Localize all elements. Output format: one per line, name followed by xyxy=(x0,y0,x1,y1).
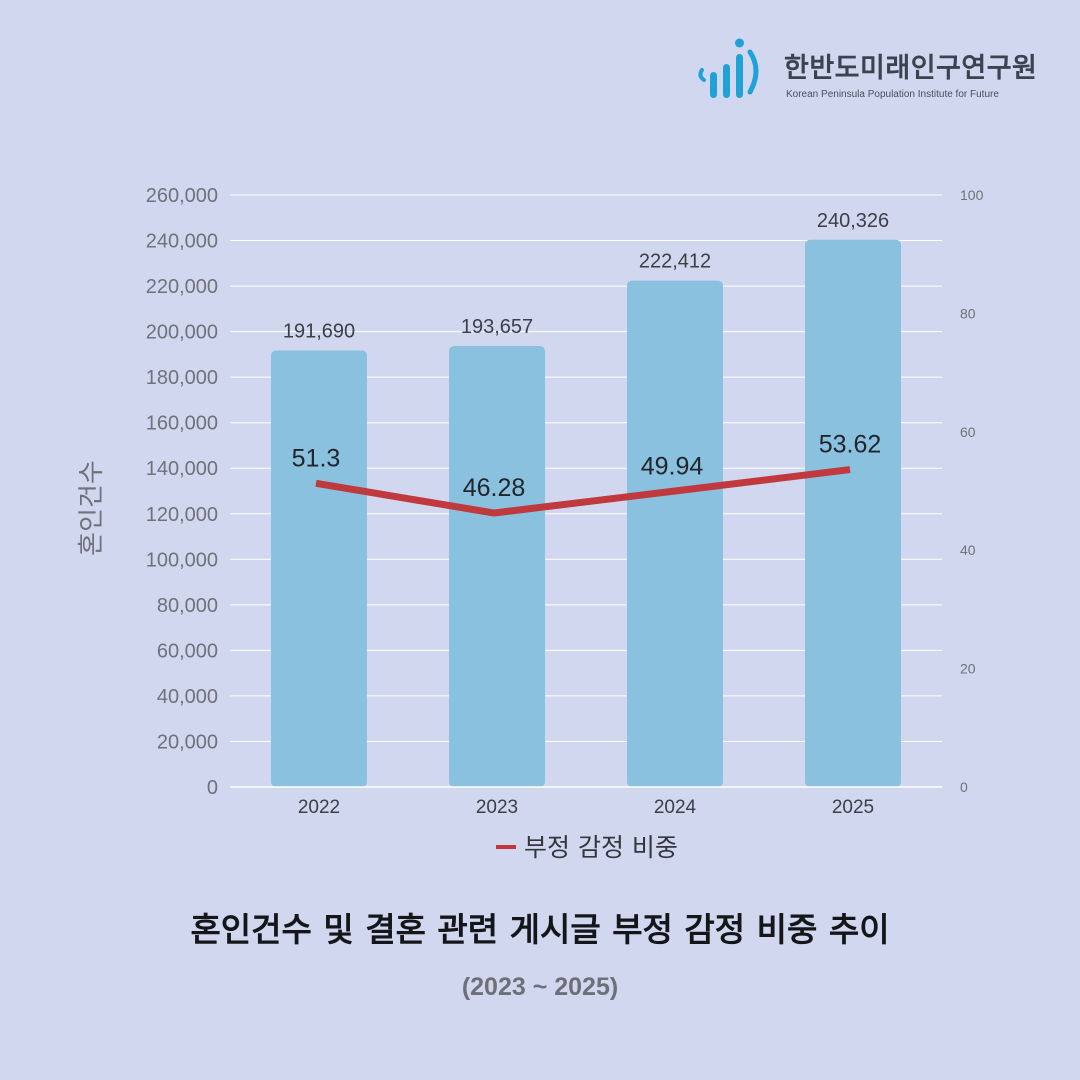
y-left-tick-label: 200,000 xyxy=(146,322,218,344)
y-left-tick-label: 240,000 xyxy=(146,231,218,253)
x-tick-label: 2022 xyxy=(298,797,340,818)
y-left-tick-label: 120,000 xyxy=(146,504,218,526)
bar xyxy=(449,346,545,787)
combo-chart: 0 20,000 40,000 60,000 80,000 100,000 120,000 1… xyxy=(76,185,984,818)
line-value-label: 49.94 xyxy=(641,452,704,480)
y-right-tick-label: 60 xyxy=(960,424,976,440)
bar-value-label: 191,690 xyxy=(283,321,355,343)
chart-legend: 부정 감정 비중 xyxy=(496,828,678,864)
bar-value-label: 222,412 xyxy=(639,251,711,273)
line-value-label: 53.62 xyxy=(819,431,882,459)
y-left-tick-label: 160,000 xyxy=(146,413,218,435)
bar-value-label: 193,657 xyxy=(461,316,533,338)
x-tick-label: 2023 xyxy=(476,797,518,818)
y-left-tick-label: 60,000 xyxy=(157,640,218,662)
chart-title: 혼인건수 및 결혼 관련 게시글 부정 감정 비중 추이 xyxy=(190,910,890,949)
y-left-tick-label: 80,000 xyxy=(157,595,218,617)
y-right-tick-label: 20 xyxy=(960,661,976,677)
x-tick-label: 2024 xyxy=(654,797,697,818)
bar-value-label: 240,326 xyxy=(817,210,889,232)
y-right-tick-label: 100 xyxy=(960,187,984,203)
chart-subtitle: (2023 ~ 2025) xyxy=(461,973,619,1001)
bar xyxy=(805,239,901,787)
line-series xyxy=(315,466,851,517)
y-left-tick-label: 220,000 xyxy=(146,276,218,298)
bar xyxy=(271,350,367,787)
logo-mark-icon xyxy=(698,38,759,98)
y-right-tick-label: 40 xyxy=(960,542,976,558)
y-left-tick-label: 100,000 xyxy=(146,549,218,571)
y-right-tick-label: 80 xyxy=(960,305,976,321)
org-logo: 한반도미래인구연구원 Korean Peninsula Population I… xyxy=(696,36,1056,106)
line-value-label: 51.3 xyxy=(292,444,341,472)
x-tick-label: 2025 xyxy=(832,797,874,818)
y-right-tick-label: 0 xyxy=(960,779,968,795)
y-left-tick-label: 260,000 xyxy=(146,185,218,207)
org-name: 한반도미래인구연구원 xyxy=(784,53,1038,84)
y-left-tick-label: 20,000 xyxy=(157,731,218,753)
y-left-tick-label: 40,000 xyxy=(157,686,218,708)
line-value-label: 46.28 xyxy=(463,474,526,502)
legend-label: 부정 감정 비중 xyxy=(524,833,678,862)
legend-line-swatch xyxy=(496,845,516,849)
y-left-tick-label: 140,000 xyxy=(146,458,218,480)
y-left-tick-label: 0 xyxy=(207,777,218,799)
bar xyxy=(627,280,723,787)
y-left-tick-label: 180,000 xyxy=(146,367,218,389)
org-name-en: Korean Peninsula Population Institute fo… xyxy=(786,89,999,100)
y-left-axis-title: 혼인건수 xyxy=(76,460,106,556)
